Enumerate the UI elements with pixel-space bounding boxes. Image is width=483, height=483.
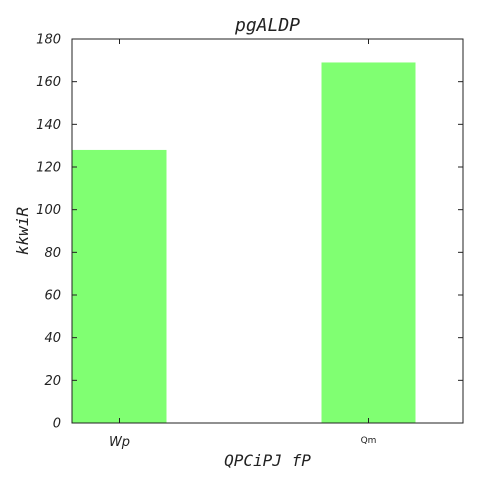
y-tick-label: 20 xyxy=(44,374,61,389)
y-axis-ticks: 0 20 40 60 80 100 120 140 160 180 xyxy=(36,33,463,432)
x-tick-label-wp: Wp xyxy=(109,435,130,450)
y-tick-label: 120 xyxy=(36,161,61,176)
y-axis-label: kkwiR xyxy=(13,207,32,255)
x-tick-label-qm: Qm xyxy=(361,436,377,446)
y-tick-label: 160 xyxy=(36,75,61,90)
bars-layer xyxy=(72,62,416,423)
y-tick-label: 180 xyxy=(36,33,61,48)
y-tick-label: 140 xyxy=(36,118,61,133)
y-tick-label: 80 xyxy=(44,246,61,261)
plot-area-frame xyxy=(71,38,464,424)
y-tick-label: 40 xyxy=(44,331,61,346)
bar-wp xyxy=(72,149,167,423)
bar-qm xyxy=(321,62,416,423)
y-tick-label: 0 xyxy=(53,417,61,432)
chart-title: pgALDP xyxy=(234,15,300,36)
y-tick-label: 60 xyxy=(44,289,61,304)
y-tick-label: 100 xyxy=(36,203,61,218)
x-axis-label: QPCiPJ fP xyxy=(224,451,311,470)
x-axis-ticks: Wp Qm xyxy=(109,39,376,450)
